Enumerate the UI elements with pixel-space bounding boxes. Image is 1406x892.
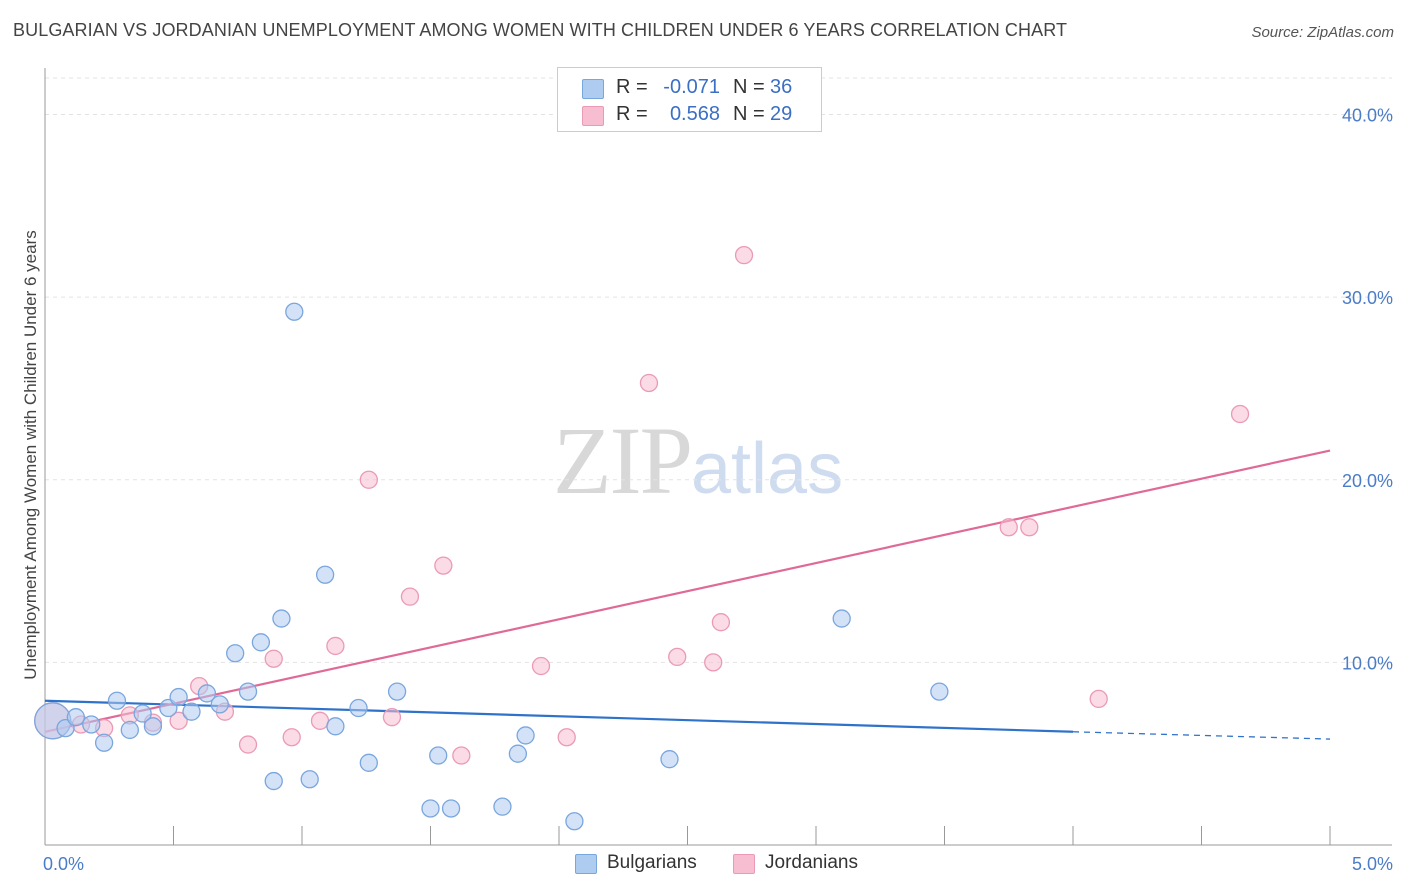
watermark-zip: ZIP bbox=[553, 407, 693, 514]
correlation-legend: R = -0.071 N = 36 R = 0.568 N = 29 bbox=[557, 67, 822, 132]
bulgarian-point bbox=[264, 771, 283, 791]
jordanian-legend-swatch bbox=[733, 854, 755, 874]
jordanian-trend-line bbox=[44, 449, 1331, 733]
bulgarian-point bbox=[359, 753, 378, 772]
trend-layer bbox=[44, 449, 1331, 740]
jordanian-point bbox=[238, 735, 258, 754]
bulgarian-point bbox=[82, 715, 101, 734]
r-label: R = bbox=[616, 103, 648, 125]
bulgarian-point bbox=[660, 750, 679, 769]
bulgarian-point bbox=[493, 797, 512, 816]
bulgarian-trend-extension bbox=[1072, 731, 1331, 740]
point-layer bbox=[34, 245, 1250, 831]
bulgarian-point bbox=[387, 682, 407, 701]
bulgarian-point bbox=[300, 770, 319, 789]
jordanian-point bbox=[704, 653, 723, 672]
bulgarian-point bbox=[930, 682, 949, 701]
watermark: ZIPatlas bbox=[553, 405, 843, 516]
jordanian-point bbox=[400, 587, 420, 606]
jordanian-point bbox=[999, 518, 1018, 537]
bulgarian-point bbox=[429, 746, 448, 765]
legend-row-bulgarians: R = -0.071 N = 36 bbox=[558, 76, 821, 102]
watermark-atlas: atlas bbox=[691, 429, 844, 509]
jordanian-point bbox=[282, 728, 301, 747]
bulgarian-point bbox=[143, 717, 163, 736]
source-label: Source: ZipAtlas.com bbox=[1251, 24, 1394, 41]
bulgarian-point bbox=[133, 704, 152, 723]
bulgarian-point bbox=[94, 733, 114, 752]
bulgarian-point bbox=[197, 684, 217, 703]
jordanian-point bbox=[382, 708, 402, 727]
jordanian-point bbox=[169, 711, 188, 730]
jordanian-point bbox=[734, 245, 754, 265]
jordanian-point bbox=[668, 647, 687, 667]
bulgarian-point bbox=[508, 744, 528, 763]
bulgarian-point bbox=[169, 687, 188, 707]
bulgarian-point bbox=[421, 799, 440, 818]
y-tick-label: 10.0% bbox=[1342, 653, 1393, 673]
bulgarian-point bbox=[565, 812, 584, 831]
bulgarian-point bbox=[66, 708, 85, 727]
bulgarian-point bbox=[226, 644, 245, 663]
bulgarian-point bbox=[251, 633, 271, 652]
n-value: 29 bbox=[770, 103, 793, 125]
jordanian-point bbox=[1230, 404, 1250, 424]
y-tick-label: 30.0% bbox=[1342, 288, 1393, 308]
bulgarian-point bbox=[832, 609, 851, 628]
jordanian-legend-label: Jordanians bbox=[765, 852, 858, 873]
jordanian-point bbox=[310, 711, 330, 730]
n-label: N = bbox=[733, 76, 765, 98]
bulgarian-point bbox=[326, 717, 345, 736]
y-axis-label: Unemployment Among Women with Children U… bbox=[21, 230, 40, 679]
jordanian-point bbox=[639, 373, 659, 393]
jordanian-point bbox=[531, 656, 551, 676]
jordanian-point bbox=[326, 636, 345, 656]
bulgarian-point bbox=[272, 609, 291, 628]
bulgarian-point bbox=[120, 720, 139, 740]
chart-title: BULGARIAN VS JORDANIAN UNEMPLOYMENT AMON… bbox=[13, 20, 1068, 40]
bulgarian-point bbox=[107, 691, 127, 710]
jordanian-point bbox=[557, 728, 576, 747]
bulgarian-point bbox=[210, 695, 229, 714]
bulgarian-swatch bbox=[582, 79, 604, 99]
bulgarian-point bbox=[182, 702, 201, 721]
r-value: 0.568 bbox=[669, 103, 720, 125]
n-value: 36 bbox=[770, 76, 793, 98]
y-tick-label: 20.0% bbox=[1342, 471, 1393, 491]
jordanian-swatch bbox=[582, 106, 604, 126]
x-tick-label: 0.0% bbox=[43, 854, 84, 874]
jordanian-point bbox=[434, 556, 453, 575]
r-value: -0.071 bbox=[663, 76, 720, 98]
jordanian-point bbox=[1020, 518, 1039, 537]
bulgarian-point bbox=[238, 682, 258, 701]
bulgarian-point bbox=[441, 799, 461, 818]
jordanian-point bbox=[711, 613, 731, 632]
bulgarian-point bbox=[516, 726, 535, 745]
jordanian-point bbox=[359, 470, 378, 489]
jordanian-point bbox=[264, 649, 283, 668]
legend-row-jordanians: R = 0.568 N = 29 bbox=[558, 103, 821, 129]
bulgarian-legend-swatch bbox=[575, 854, 597, 874]
jordanian-point bbox=[1089, 689, 1108, 709]
x-tick-label: 5.0% bbox=[1352, 854, 1393, 874]
y-tick-label: 40.0% bbox=[1342, 106, 1393, 126]
bulgarian-point bbox=[285, 302, 304, 321]
bulgarian-point bbox=[349, 698, 368, 718]
jordanian-point bbox=[452, 746, 471, 765]
label-layer: 10.0% 20.0% 30.0% 40.0% 0.0% 5.0% bbox=[43, 106, 1393, 874]
axis-layer bbox=[44, 68, 1392, 846]
r-label: R = bbox=[616, 76, 648, 98]
bulgarian-legend-label: Bulgarians bbox=[607, 852, 697, 873]
bulgarian-point bbox=[315, 565, 335, 584]
grid-layer bbox=[45, 77, 1392, 663]
n-label: N = bbox=[733, 103, 765, 125]
